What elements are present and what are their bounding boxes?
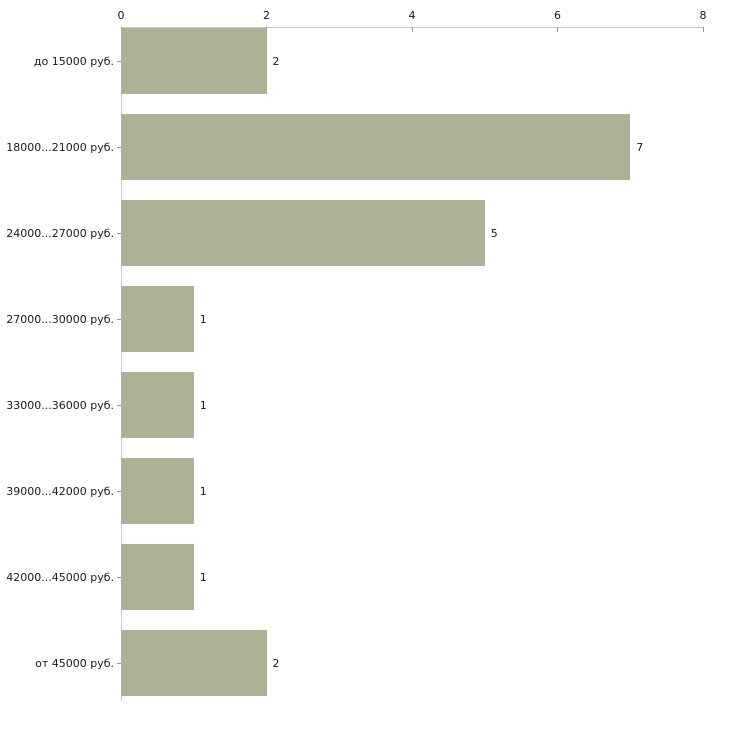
x-tick-label-6: 6 — [554, 9, 561, 22]
y-tick-3 — [117, 319, 122, 320]
bar-6[interactable] — [121, 544, 194, 610]
y-tick-4 — [117, 405, 122, 406]
bar-value-label-0: 2 — [272, 55, 280, 68]
x-tick-label-8: 8 — [699, 9, 707, 22]
x-tick-2 — [266, 27, 267, 32]
bar-4[interactable] — [121, 372, 194, 438]
category-label-7: от 45000 руб. — [35, 657, 114, 670]
x-tick-6 — [557, 27, 558, 32]
y-tick-2 — [117, 233, 122, 234]
x-tick-label-2: 2 — [263, 9, 270, 22]
category-label-4: 33000...36000 руб. — [6, 399, 114, 412]
y-axis-line — [121, 27, 122, 701]
x-tick-label-0: 0 — [117, 9, 125, 22]
category-label-3: 27000...30000 руб. — [6, 313, 114, 326]
bar-5[interactable] — [121, 458, 194, 524]
category-label-2: 24000...27000 руб. — [6, 227, 114, 240]
bar-value-label-1: 7 — [636, 141, 644, 154]
y-tick-7 — [117, 663, 122, 664]
bar-3[interactable] — [121, 286, 194, 352]
category-label-5: 39000...42000 руб. — [6, 485, 114, 498]
x-tick-4 — [411, 27, 413, 32]
category-label-0: до 15000 руб. — [33, 55, 114, 68]
bar-value-label-4: 1 — [199, 399, 207, 412]
bar-value-label-5: 1 — [199, 485, 207, 498]
y-tick-6 — [117, 577, 122, 578]
y-tick-0 — [117, 61, 122, 62]
y-tick-5 — [117, 491, 122, 492]
bar-value-label-7: 2 — [272, 657, 280, 670]
bar-value-label-6: 1 — [199, 571, 207, 584]
category-label-1: 18000...21000 руб. — [6, 141, 114, 154]
y-tick-1 — [117, 147, 122, 148]
bar-2[interactable] — [121, 200, 485, 266]
x-tick-8 — [702, 27, 704, 32]
bar-value-label-2: 5 — [490, 227, 498, 240]
bar-1[interactable] — [121, 114, 631, 180]
x-tick-label-4: 4 — [408, 9, 416, 22]
category-label-6: 42000...45000 руб. — [6, 571, 114, 584]
bar-value-label-3: 1 — [199, 313, 207, 326]
bar-7[interactable] — [121, 630, 267, 696]
bar-0[interactable] — [121, 28, 267, 94]
